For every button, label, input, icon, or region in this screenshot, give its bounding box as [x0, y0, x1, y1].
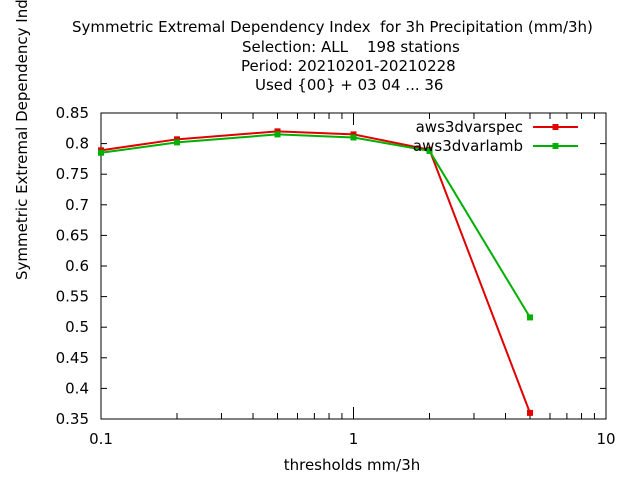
data-point [274, 128, 281, 135]
legend-label: aws3dvarlamb [413, 137, 523, 155]
data-point [98, 149, 104, 156]
y-tick-label: 0.5 [65, 318, 89, 336]
data-point [426, 147, 433, 154]
data-point [350, 131, 357, 138]
x-tick-label: 1 [349, 430, 359, 448]
y-tick-label: 0.85 [56, 104, 89, 122]
x-tick-label: 10 [596, 430, 615, 448]
data-point [174, 136, 181, 143]
x-tick-label: 0.1 [89, 430, 113, 448]
title-line-1: Symmetric Extremal Dependency Index for … [72, 18, 593, 36]
data-point [526, 314, 533, 321]
title-line-4: Used {00} + 03 04 ... 36 [255, 76, 444, 94]
legend-label: aws3dvarspec [416, 118, 523, 136]
y-tick-label: 0.65 [56, 226, 89, 244]
y-tick-label: 0.55 [56, 288, 89, 306]
x-axis-label: thresholds mm/3h [283, 456, 421, 474]
series-line-aws3dvarspec [100, 130, 531, 414]
y-tick-label: 0.4 [65, 379, 89, 397]
data-point [526, 409, 533, 416]
y-tick-label: 0.45 [56, 349, 89, 367]
y-tick-label: 0.7 [65, 196, 89, 214]
data-point [274, 131, 281, 138]
title-line-2: Selection: ALL 198 stations [242, 38, 460, 56]
data-point [350, 134, 357, 141]
y-tick-label: 0.35 [56, 410, 89, 428]
legend-marker [552, 143, 559, 149]
y-tick-label: 0.8 [65, 135, 89, 153]
series-line-aws3dvarlamb [100, 133, 531, 318]
y-tick-label: 0.6 [65, 257, 89, 275]
plot-border [100, 112, 607, 420]
title-line-3: Period: 20210201-20210228 [241, 57, 456, 75]
y-tick-label: 0.75 [56, 165, 89, 183]
data-point [174, 139, 181, 146]
legend-marker [552, 124, 559, 130]
